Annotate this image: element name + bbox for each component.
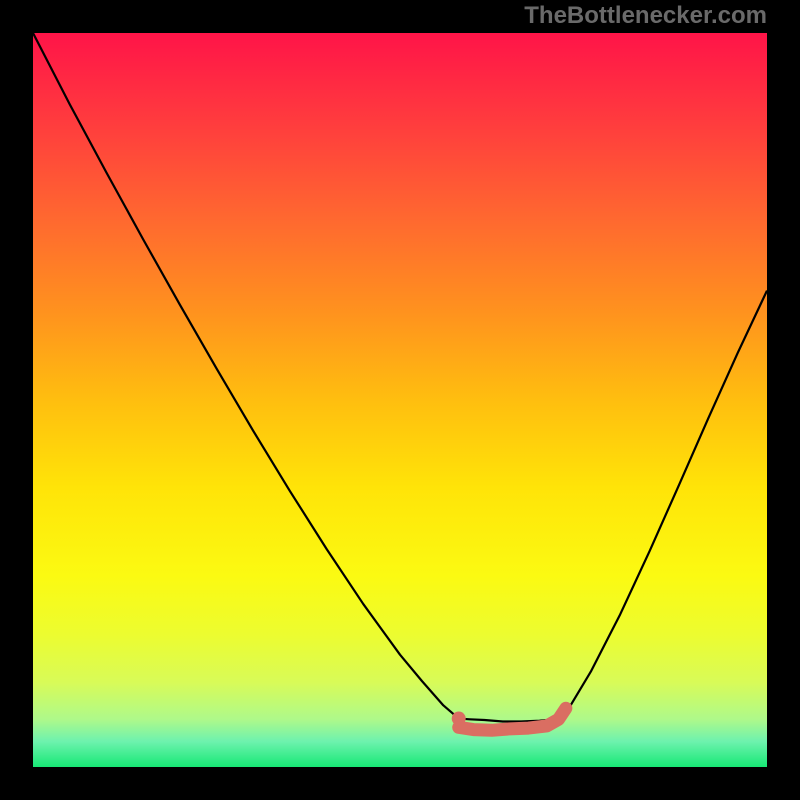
watermark-text: TheBottlenecker.com	[524, 2, 767, 30]
chart-background	[33, 33, 767, 767]
optimal-start-marker	[452, 712, 466, 726]
chart-plot-area	[33, 33, 767, 767]
chart-svg	[33, 33, 767, 767]
